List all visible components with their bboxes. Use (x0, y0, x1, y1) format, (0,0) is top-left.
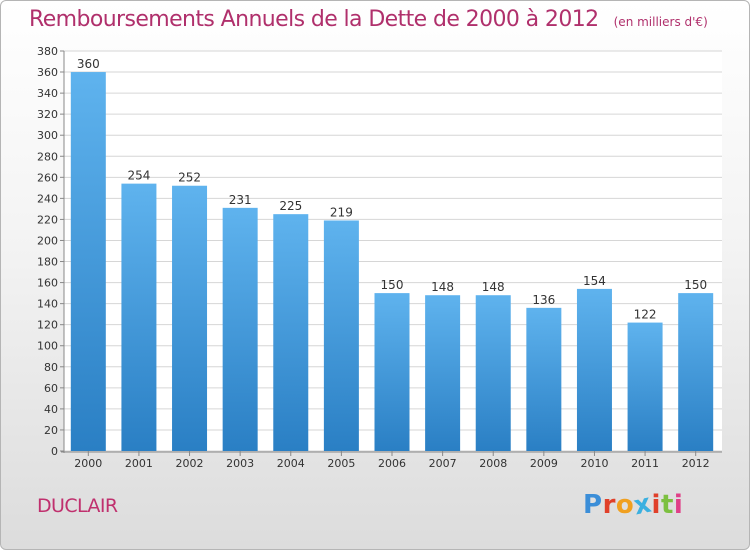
data-label: 150 (684, 278, 707, 292)
y-tick-label: 60 (44, 382, 58, 395)
y-tick-label: 360 (37, 66, 58, 79)
y-tick-label: 200 (37, 234, 58, 247)
y-tick-label: 220 (37, 213, 58, 226)
data-label: 154 (583, 274, 606, 288)
y-tick-label: 180 (37, 256, 58, 269)
y-tick-label: 300 (37, 129, 58, 142)
logo-letter: t (660, 490, 674, 520)
logo-letter: r (602, 490, 616, 520)
x-tick-label: 2005 (327, 457, 355, 470)
data-label: 252 (178, 171, 201, 185)
logo-letter: P (583, 490, 603, 520)
data-label: 136 (532, 293, 555, 307)
x-tick-label: 2003 (226, 457, 254, 470)
x-axis-ticks: 2000 2001 2002 2003 2004 2005 2006 2007 2008 2009… (74, 451, 710, 470)
logo-letter: i (651, 490, 661, 520)
data-label: 150 (381, 278, 404, 292)
bar (526, 307, 562, 451)
chart-unit-label: (en milliers d'€) (613, 15, 708, 29)
y-tick-label: 20 (44, 424, 58, 437)
bar (70, 72, 106, 451)
bar (374, 293, 410, 451)
x-tick-label: 2004 (277, 457, 305, 470)
data-label: 254 (127, 169, 150, 183)
y-tick-label: 40 (44, 403, 58, 416)
y-tick-label: 260 (37, 171, 58, 184)
bar (121, 183, 157, 451)
bar (273, 214, 309, 451)
x-tick-label: 2008 (479, 457, 507, 470)
data-label: 225 (279, 199, 302, 213)
bars (70, 72, 714, 451)
x-tick-label: 2012 (682, 457, 710, 470)
brand-logo[interactable]: Proxiti (583, 489, 684, 522)
y-tick-label: 140 (37, 298, 58, 311)
x-tick-label: 2009 (530, 457, 558, 470)
data-labels: 360 254 252 231 225 219 150 148 148 136 154 122 150 (77, 57, 707, 322)
bar (627, 322, 663, 451)
bar (425, 295, 461, 451)
bar (172, 185, 208, 451)
logo-letter: o (615, 490, 635, 520)
y-axis-ticks: 0 20 40 60 80 100 120 140 160 180 200 220 240 260 280 3… (37, 45, 64, 458)
y-tick-label: 380 (37, 45, 58, 58)
bar (678, 293, 714, 451)
y-tick-label: 80 (44, 361, 58, 374)
y-tick-label: 320 (37, 108, 58, 121)
data-label: 360 (77, 57, 100, 71)
y-tick-label: 120 (37, 319, 58, 332)
data-label: 231 (229, 193, 252, 207)
logo-letter: i (673, 490, 684, 520)
y-tick-label: 160 (37, 277, 58, 290)
y-tick-label: 100 (37, 340, 58, 353)
bar (576, 288, 612, 451)
city-name: DUCLAIR (37, 495, 118, 517)
title-block: Remboursements Annuels de la Dette de 20… (29, 7, 708, 32)
y-tick-label: 280 (37, 150, 58, 163)
bar (475, 295, 511, 451)
x-tick-label: 2001 (125, 457, 153, 470)
x-tick-label: 2010 (580, 457, 608, 470)
y-tick-label: 0 (51, 445, 58, 458)
data-label: 219 (330, 205, 353, 219)
bar (323, 220, 359, 451)
x-tick-label: 2000 (74, 457, 102, 470)
y-tick-label: 240 (37, 192, 58, 205)
data-label: 122 (634, 308, 657, 322)
data-label: 148 (431, 280, 454, 294)
x-tick-label: 2007 (429, 457, 457, 470)
x-tick-label: 2002 (176, 457, 204, 470)
chart-title: Remboursements Annuels de la Dette de 20… (29, 7, 599, 32)
data-label: 148 (482, 280, 505, 294)
x-tick-label: 2011 (631, 457, 659, 470)
y-tick-label: 340 (37, 87, 58, 100)
bar (222, 207, 258, 451)
x-tick-label: 2006 (378, 457, 406, 470)
